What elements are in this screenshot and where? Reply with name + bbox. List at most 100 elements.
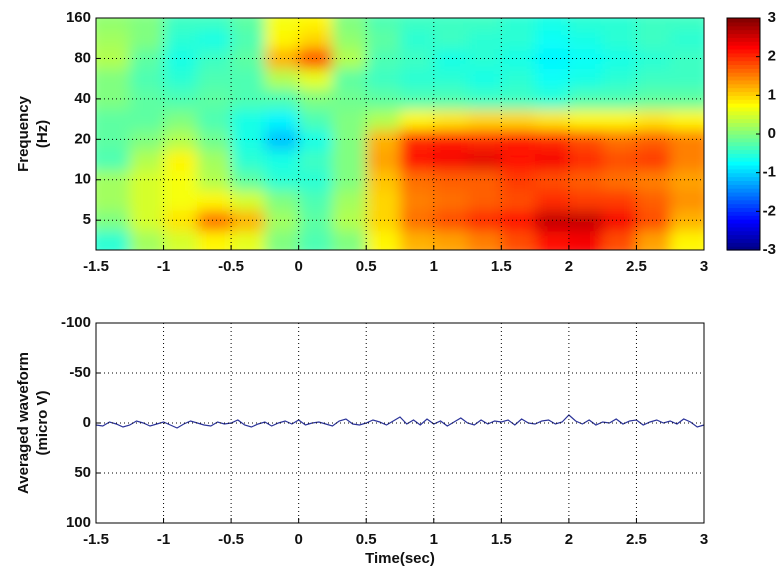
y-axis-label: (micro V) [34, 390, 51, 455]
heatmap-cell [163, 149, 198, 171]
colorbar-band [727, 157, 760, 162]
heatmap-cell [231, 149, 266, 171]
heatmap-cell [129, 230, 165, 250]
heatmap-cell [568, 210, 604, 232]
heatmap-cell [96, 210, 131, 232]
heatmap-cell [197, 230, 232, 250]
colorbar-band [727, 76, 760, 81]
heatmap-cell [96, 190, 131, 211]
heatmap-cell [467, 230, 502, 250]
heatmap-cell [535, 68, 570, 90]
heatmap-cell [231, 129, 266, 151]
heatmap-cell [264, 129, 300, 151]
heatmap-cell [231, 230, 266, 250]
heatmap-cell [197, 68, 232, 90]
heatmap-cell [129, 109, 165, 131]
heatmap-cell [366, 230, 401, 250]
colorbar-band [727, 18, 760, 23]
heatmap-cell [298, 230, 333, 250]
heatmap-cell [332, 149, 367, 171]
colorbar-band [727, 199, 760, 205]
heatmap-cell [264, 169, 300, 191]
colorbar-band [727, 180, 760, 185]
colorbar-band [727, 215, 760, 220]
heatmap-cell [400, 18, 435, 31]
colorbar-band [727, 168, 760, 174]
heatmap-cell [163, 18, 198, 31]
colorbar-band [727, 176, 760, 181]
heatmap-cell [163, 109, 198, 131]
colorbar-band [727, 64, 760, 69]
y-tick-label: 0 [83, 414, 91, 431]
heatmap-cell [298, 129, 333, 151]
colorbar-tick-label: -2 [763, 202, 776, 219]
heatmap-cell [433, 190, 469, 211]
colorbar-tick-label: 3 [768, 9, 776, 26]
x-tick-label: -1.5 [83, 531, 109, 548]
heatmap-cell [602, 169, 637, 191]
colorbar-band [727, 219, 760, 224]
heatmap-cell [636, 48, 671, 69]
colorbar-band [727, 52, 760, 58]
heatmap-cell [535, 30, 570, 49]
heatmap-cell [636, 129, 671, 151]
heatmap-cell [501, 48, 536, 69]
heatmap-cell [298, 18, 333, 31]
colorbar-band [727, 242, 760, 247]
heatmap-cells [96, 18, 704, 250]
heatmap-cell [602, 18, 637, 31]
heatmap-cell [332, 48, 367, 69]
colorbar-band [727, 134, 760, 139]
heatmap-cell [163, 68, 198, 90]
heatmap-cell [400, 210, 435, 232]
heatmap-cell [670, 109, 704, 131]
heatmap-cell [568, 109, 604, 131]
colorbar-tick-label: 0 [768, 125, 776, 142]
heatmap-cell [96, 18, 131, 31]
heatmap-cell [467, 190, 502, 211]
heatmap-cell [264, 190, 300, 211]
colorbar-band [727, 37, 760, 42]
colorbar-band [727, 211, 760, 216]
heatmap-cell [535, 210, 570, 232]
colorbar-band [727, 164, 760, 170]
heatmap-cell [670, 210, 704, 232]
colorbar-band [727, 99, 760, 104]
heatmap-cell [535, 169, 570, 191]
colorbar-band [727, 153, 760, 158]
colorbar-band [727, 45, 760, 50]
heatmap-cell [197, 48, 232, 69]
colorbar-band [727, 79, 760, 85]
heatmap-cell [231, 18, 266, 31]
y-tick-label: 20 [74, 130, 91, 147]
heatmap-cell [535, 190, 570, 211]
heatmap-cell [568, 169, 604, 191]
heatmap-cell [96, 48, 131, 69]
heatmap-cell [298, 48, 333, 69]
heatmap-cell [129, 68, 165, 90]
heatmap-cell [636, 169, 671, 191]
heatmap-cell [264, 230, 300, 250]
colorbar-band [727, 246, 760, 251]
colorbar-band [727, 137, 760, 143]
heatmap-cell [501, 88, 536, 110]
heatmap-cell [264, 88, 300, 110]
heatmap-cell [197, 169, 232, 191]
heatmap-cell [433, 30, 469, 49]
heatmap-cell [636, 68, 671, 90]
heatmap-cell [129, 129, 165, 151]
heatmap-cell [400, 30, 435, 49]
x-tick-label: 2 [565, 531, 573, 548]
colorbar-tick-label: 1 [768, 86, 776, 103]
heatmap-cell [433, 129, 469, 151]
heatmap-cell [264, 30, 300, 49]
heatmap-cell [501, 149, 536, 171]
heatmap-cell [366, 210, 401, 232]
heatmap-cell [400, 230, 435, 250]
colorbar-band [727, 126, 760, 131]
colorbar-band [727, 103, 760, 108]
colorbar-band [727, 222, 760, 228]
heatmap-cell [197, 129, 232, 151]
heatmap-cell [433, 230, 469, 250]
x-tick-label: 2 [565, 258, 573, 275]
